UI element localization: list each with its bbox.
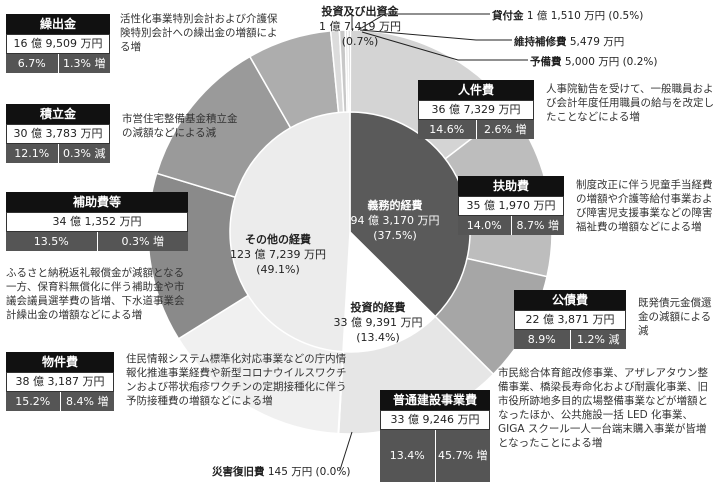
card-amount: 34 億 1,352 万円	[6, 212, 188, 232]
leader-iji	[359, 29, 512, 41]
desc-kousai: 既発債元金償還金の減額による減	[638, 297, 712, 337]
card-title: 積立金	[6, 104, 110, 124]
card-title: 補助費等	[6, 192, 188, 212]
card-pct: 14.6%	[418, 120, 477, 139]
label-saigai: 災害復旧費 145 万円 (0.0%)	[212, 466, 351, 478]
desc-tsumitate: 市営住宅整備基金積立金の減額などによる減	[122, 113, 238, 139]
desc-futsu: 市民総合体育館改修事業、アザレアタウン整備事業、橋梁長寿命化および耐震化事業、旧…	[498, 367, 708, 449]
card-change: 1.2% 減	[570, 330, 626, 349]
label-toshi: 投資及び出資金 1 億 7,419 万円 (0.7%)	[319, 5, 401, 48]
card-pct: 8.9%	[514, 330, 571, 349]
card-change: 8.4% 増	[60, 392, 114, 411]
desc-buken: 住民情報システム標準化対応事業などの庁内情報化推進事業経費や新型コロナウイルスワ…	[126, 353, 347, 407]
card-amount: 36 億 7,329 万円	[418, 100, 534, 120]
group-label-obligatory: 義務的経費 94 億 3,170 万円 (37.5%)	[350, 199, 440, 242]
card-amount: 38 億 3,187 万円	[6, 372, 114, 392]
card-kuridashi: 繰出金 16 億 9,509 万円 6.7% 1.3% 増	[6, 14, 110, 73]
card-pct: 6.7%	[6, 54, 59, 73]
card-amount: 22 億 3,871 万円	[514, 310, 626, 330]
group-sector-investment	[342, 230, 437, 353]
card-change: 8.7% 増	[511, 216, 564, 235]
card-tsumitate: 積立金 30 億 3,783 万円 12.1% 0.3% 減	[6, 104, 110, 163]
card-fujo: 扶助費 35 億 1,970 万円 14.0% 8.7% 増	[458, 176, 564, 235]
card-title: 公債費	[514, 290, 626, 310]
card-pct: 13.5%	[6, 232, 98, 251]
card-title: 普通建設事業費	[380, 390, 490, 410]
leader-saigai	[339, 431, 353, 471]
card-title: 人件費	[418, 80, 534, 100]
card-title: 物件費	[6, 352, 114, 372]
label-iji: 維持補修費 5,479 万円	[514, 36, 625, 48]
desc-fujo: 制度改正に伴う児童手当経費の増額や介護等給付事業および障害児支援事業などの障害福…	[576, 179, 713, 233]
card-jinken: 人件費 36 億 7,329 万円 14.6% 2.6% 増	[418, 80, 534, 139]
group-label-investment: 投資的経費 33 億 9,391 万円 (13.4%)	[333, 301, 423, 344]
label-kashitsuke: 貸付金 1 億 1,510 万円 (0.5%)	[492, 10, 644, 22]
desc-hojo: ふるさと納税返礼報償金が減額となる一方、保育料無償化に伴う補助金や市議会議員選挙…	[6, 267, 185, 321]
card-change: 45.7% 増	[435, 430, 490, 482]
card-buken: 物件費 38 億 3,187 万円 15.2% 8.4% 増	[6, 352, 114, 411]
group-label-other: その他の経費 123 億 7,239 万円 (49.1%)	[230, 233, 326, 276]
label-yobi: 予備費 5,000 万円 (0.2%)	[530, 56, 658, 68]
card-pct: 13.4%	[380, 430, 436, 482]
leader-yobi	[361, 31, 528, 61]
card-change: 0.3% 減	[58, 144, 110, 163]
card-amount: 16 億 9,509 万円	[6, 34, 110, 54]
desc-kuridashi: 活性化事業特別会計および介護保険特別会計への繰出金の増額による増	[120, 13, 278, 53]
card-pct: 12.1%	[6, 144, 59, 163]
card-amount: 35 億 1,970 万円	[458, 196, 564, 216]
card-kousai: 公債費 22 億 3,871 万円 8.9% 1.2% 減	[514, 290, 626, 349]
leader-kashitsuke	[357, 13, 490, 31]
card-title: 繰出金	[6, 14, 110, 34]
card-change: 0.3% 増	[97, 232, 188, 251]
desc-jinken: 人事院勧告を受けて、一般職員および会計年度任用職員の給与を改定したことなどによる…	[546, 83, 714, 123]
card-hojo: 補助費等 34 億 1,352 万円 13.5% 0.3% 増	[6, 192, 188, 251]
card-pct: 15.2%	[6, 392, 61, 411]
card-pct: 14.0%	[458, 216, 512, 235]
card-change: 2.6% 増	[476, 120, 534, 139]
card-change: 1.3% 増	[58, 54, 110, 73]
card-amount: 30 億 3,783 万円	[6, 124, 110, 144]
group-sector-other	[229, 111, 351, 353]
card-futsu: 普通建設事業費 33 億 9,246 万円 13.4% 45.7% 増	[380, 390, 490, 482]
card-amount: 33 億 9,246 万円	[380, 410, 490, 430]
card-title: 扶助費	[458, 176, 564, 196]
